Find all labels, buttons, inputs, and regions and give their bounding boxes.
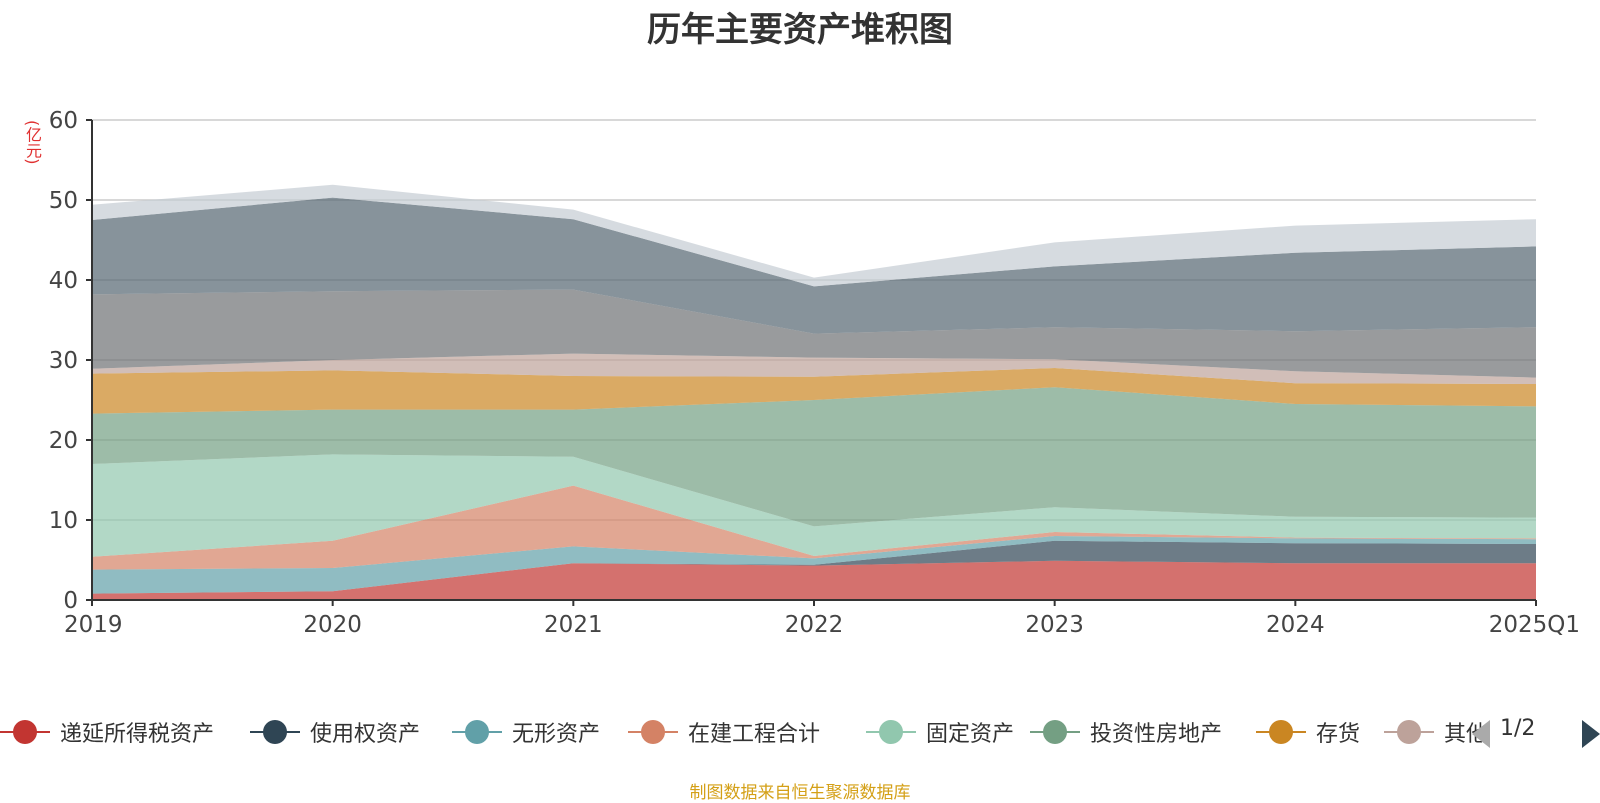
- legend-item[interactable]: 在建工程合计: [628, 712, 820, 752]
- legend-label: 递延所得税资产: [60, 722, 215, 747]
- y-tick-label: 20: [49, 428, 78, 454]
- legend-marker-icon: [628, 712, 678, 752]
- legend-item[interactable]: 固定资产: [866, 712, 1014, 752]
- area-series-6: [92, 387, 1536, 527]
- legend-label: 在建工程合计: [688, 722, 821, 747]
- legend-label: 使用权资产: [310, 722, 421, 747]
- legend-label: 存货: [1316, 722, 1361, 747]
- x-tick-label: 2022: [785, 612, 844, 638]
- x-tick-label: 2020: [303, 612, 362, 638]
- area-series-11: [92, 184, 1536, 287]
- area-series-5: [92, 454, 1536, 557]
- legend-item[interactable]: 无形资产: [452, 712, 600, 752]
- y-tick-label: 30: [49, 348, 78, 374]
- legend-marker-icon: [452, 712, 502, 752]
- chart-title: 历年主要资产堆积图: [647, 10, 953, 50]
- area-series-8: [92, 353, 1536, 384]
- x-tick-label: 2025Q1: [1489, 612, 1580, 638]
- legend-label: 无形资产: [512, 722, 601, 747]
- tick-labels: 0 10 20 30 40 50 60 2019 2020 2021 2022 2023 2024 202…: [49, 108, 1580, 638]
- area-series-7: [92, 368, 1536, 414]
- y-tick-label: 40: [49, 268, 78, 294]
- y-axis-unit-label: (亿元): [23, 120, 42, 165]
- area-series-1: [92, 560, 1536, 600]
- area-series-10: [92, 197, 1536, 334]
- legend-marker-icon: [1384, 712, 1434, 752]
- x-tick-label: 2024: [1266, 612, 1325, 638]
- legend-page-indicator: 1/2: [1500, 716, 1536, 741]
- legend-item[interactable]: 递延所得税资产: [0, 712, 214, 752]
- y-tick-label: 50: [49, 188, 78, 214]
- legend: 递延所得税资产 使用权资产 无形资产 在建工程合计 固定资产 投资性房地产 存货 其他 1/2: [0, 712, 1600, 752]
- x-tick-label: 2023: [1025, 612, 1084, 638]
- y-tick-label: 10: [49, 508, 78, 534]
- x-tick-label: 2019: [64, 612, 123, 638]
- area-series-4: [92, 485, 1536, 570]
- legend-items: 递延所得税资产 使用权资产 无形资产 在建工程合计 固定资产 投资性房地产 存货 其他: [0, 712, 1482, 752]
- area-series-3: [92, 536, 1536, 594]
- y-tick-label: 0: [63, 588, 78, 614]
- legend-marker-icon: [0, 712, 50, 752]
- legend-item[interactable]: 其他: [1384, 712, 1482, 752]
- source-note: 制图数据来自恒生聚源数据库: [689, 783, 911, 803]
- legend-prev-page-icon[interactable]: [1472, 720, 1490, 748]
- area-series-2: [92, 540, 1536, 594]
- legend-item[interactable]: 使用权资产: [250, 712, 420, 752]
- legend-marker-icon: [866, 712, 916, 752]
- area-series: [92, 184, 1536, 600]
- legend-next-page-icon[interactable]: [1582, 720, 1600, 748]
- y-tick-label: 60: [49, 108, 78, 134]
- legend-label: 投资性房地产: [1090, 722, 1223, 747]
- legend-marker-icon: [1030, 712, 1080, 752]
- axes: [86, 119, 1537, 606]
- legend-item[interactable]: 存货: [1256, 712, 1360, 752]
- stacked-area-chart: 0 10 20 30 40 50 60 2019 2020 2021 2022 2023 2024 202…: [49, 108, 1580, 638]
- legend-marker-icon: [250, 712, 300, 752]
- legend-label: 固定资产: [926, 722, 1015, 747]
- legend-item[interactable]: 投资性房地产: [1030, 712, 1222, 752]
- legend-marker-icon: [1256, 712, 1306, 752]
- x-tick-label: 2021: [544, 612, 603, 638]
